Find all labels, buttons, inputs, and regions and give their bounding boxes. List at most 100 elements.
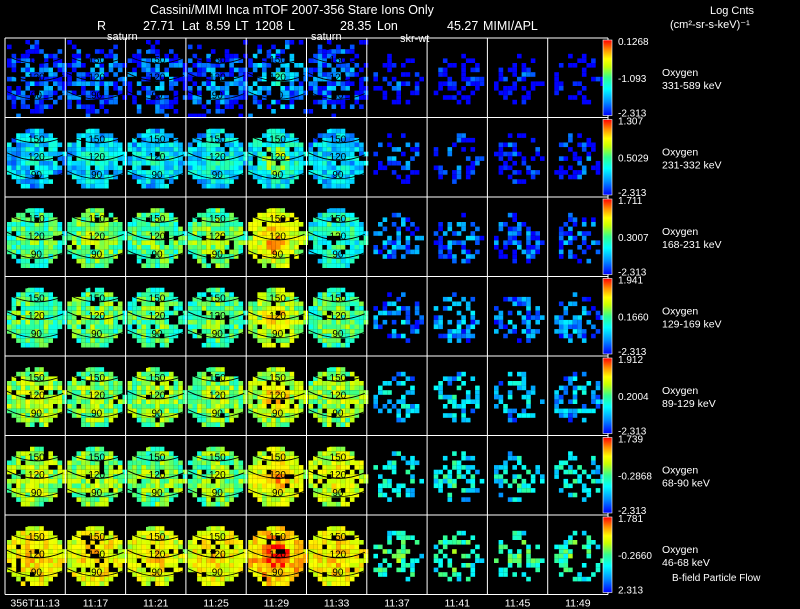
pixel [25,469,30,475]
pixel [447,245,453,250]
pixel [298,95,304,100]
pixel [187,240,193,245]
pixel [322,90,327,96]
pixel [224,99,230,105]
pixel [99,287,105,293]
pixel [117,76,123,82]
pixel [99,474,105,479]
pixel [146,249,151,255]
pixel [340,310,346,316]
pixel [182,63,188,68]
pixel [507,151,513,157]
pixel [108,49,114,54]
pixel [16,399,21,404]
pixel [503,222,508,227]
pixel [146,371,151,377]
pixel [340,381,346,386]
pixel [262,133,267,138]
pixel [507,381,513,386]
pixel [326,53,332,59]
pixel [197,99,202,105]
pixel [39,151,44,157]
pixel [169,104,174,109]
pixel [132,231,137,236]
image-panel-r2-c6 [373,212,424,259]
pixel [271,296,276,302]
pixel [359,231,364,236]
pixel [396,310,401,316]
pixel [146,58,151,63]
pixel [39,306,44,311]
pixel [572,254,578,259]
pixel [535,315,540,320]
pixel [215,399,221,404]
pixel [248,381,253,386]
pixel [271,381,276,386]
pixel [568,324,573,330]
pixel [257,44,262,50]
pixel [313,399,318,404]
pixel [494,306,499,311]
pixel [159,249,165,255]
pixel [317,258,323,264]
pixel [401,399,406,404]
pixel [57,483,63,489]
pixel [178,315,183,320]
pixel [248,399,253,404]
pixel [94,258,100,264]
pixel [34,263,40,268]
pixel [71,376,77,381]
pixel [313,324,318,330]
pixel [210,151,216,157]
pixel [238,81,244,86]
pixel [71,53,77,59]
pixel [229,137,234,143]
pixel [558,86,564,91]
pixel [169,81,174,86]
pixel [252,137,258,143]
pixel [336,376,341,381]
pixel [220,292,225,297]
pixel [104,296,109,302]
saturn-dot [264,282,271,289]
pixel [155,367,160,372]
pixel [233,390,239,395]
pixel [53,81,58,86]
pixel [461,67,466,73]
pixel [136,174,142,180]
pixel [210,390,216,395]
pixel [39,95,44,100]
pixel [220,179,225,184]
pixel [169,217,174,222]
pixel [192,217,198,222]
pixel [498,222,504,227]
pixel [53,249,58,255]
pixel [512,417,517,423]
pixel [568,301,573,307]
pixel [132,160,137,166]
pixel [197,310,202,316]
pixel [16,240,21,245]
pixel [108,408,114,414]
pixel [197,63,202,68]
pixel [76,231,82,236]
contour-label: 90 [272,91,284,102]
pixel [85,217,91,222]
pixel [81,151,86,157]
pixel [345,133,350,138]
pixel [331,245,337,250]
pixel [526,245,531,250]
pixel [150,408,156,414]
pixel [25,249,30,255]
pixel [396,160,401,166]
pixel [470,160,476,166]
pixel [215,240,221,245]
pixel [345,315,350,320]
pixel [220,376,225,381]
pixel [243,95,248,100]
pixel [410,222,415,227]
pixel [503,333,508,339]
pixel [141,137,146,143]
pixel [127,324,133,330]
pixel [340,170,346,175]
